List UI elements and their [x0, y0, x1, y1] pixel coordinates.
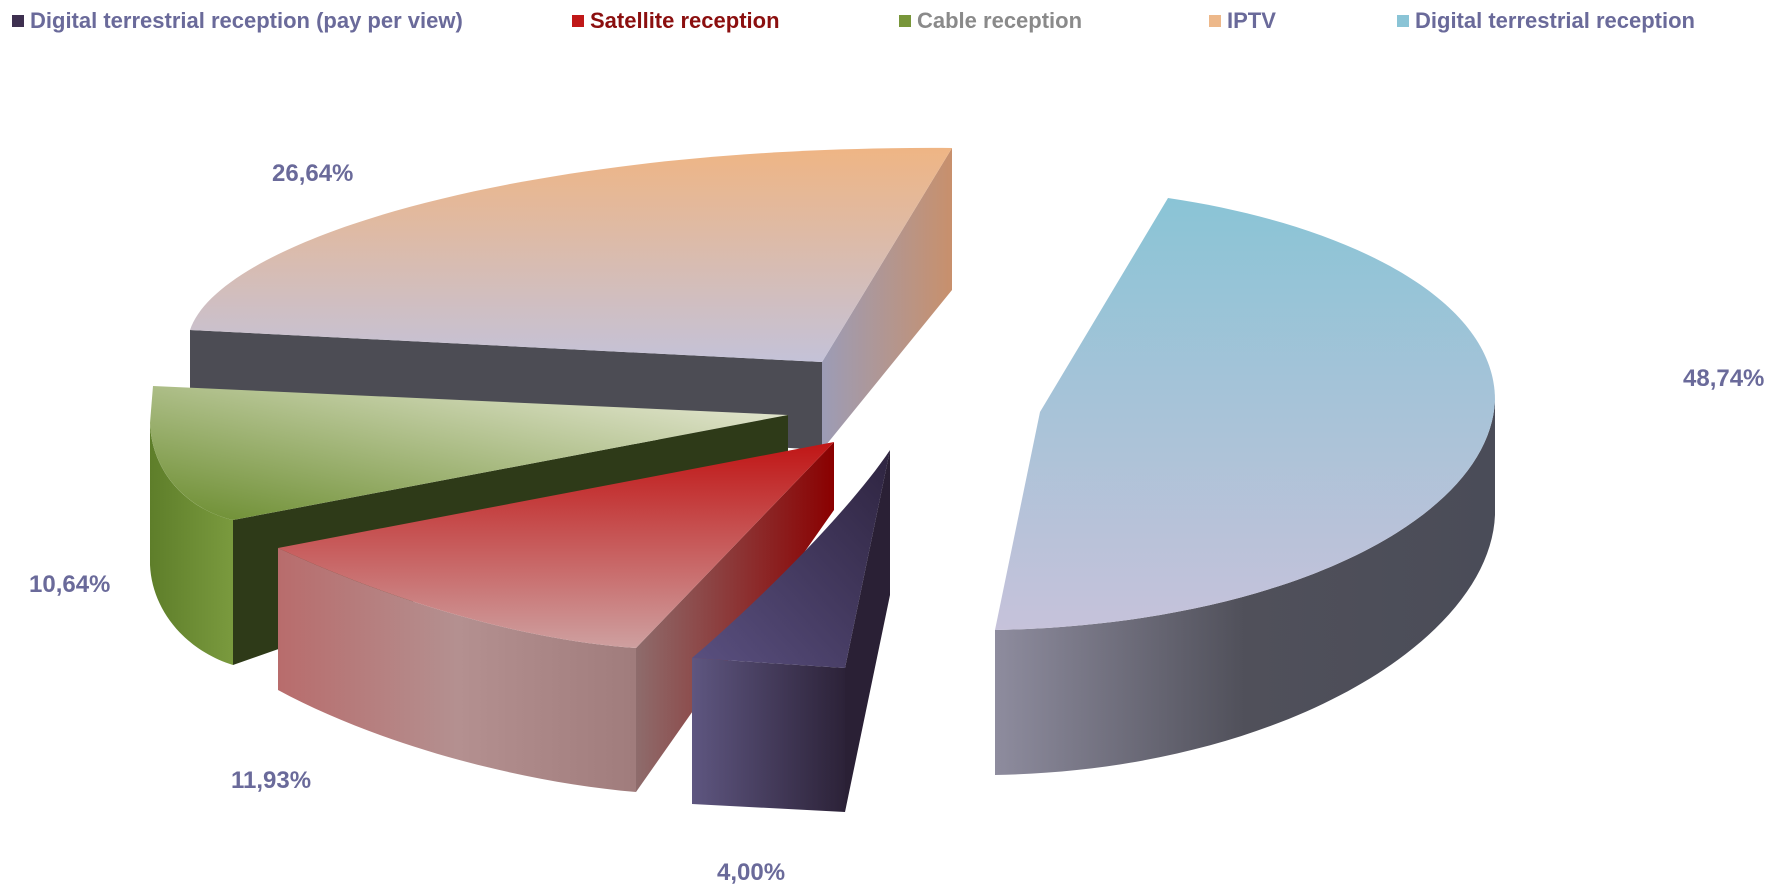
data-label-iptv: 26,64%	[272, 160, 353, 187]
slice-digital-terrestrial-top	[995, 198, 1495, 630]
legend-label: Cable reception	[917, 8, 1083, 33]
legend-label: Satellite reception	[590, 8, 780, 33]
legend-item-4: Digital terrestrial reception	[1397, 8, 1695, 34]
legend-item-2: Cable reception	[899, 8, 1082, 34]
slice-digital-terrestrial-side	[995, 400, 1495, 775]
slice-satellite	[278, 442, 834, 792]
slice-satellite-side	[278, 548, 636, 792]
legend: Digital terrestrial reception (pay per v…	[12, 8, 1772, 38]
slice-satellite-top	[278, 442, 834, 648]
legend-swatch	[899, 15, 911, 27]
slice-digital-terrestrial-ppv	[692, 450, 890, 812]
data-label-satellite: 11,93%	[231, 767, 311, 794]
slice-digital-terrestrial	[995, 198, 1495, 775]
slice-iptv-top	[190, 147, 952, 362]
slice-ppv-cut	[845, 450, 890, 812]
slice-ppv-top	[692, 450, 890, 668]
legend-swatch	[572, 15, 584, 27]
legend-item-3: IPTV	[1209, 8, 1276, 34]
data-label-cable: 10,64%	[29, 571, 110, 598]
legend-label: IPTV	[1227, 8, 1276, 33]
legend-label: Digital terrestrial reception (pay per v…	[30, 8, 463, 33]
legend-swatch	[1209, 15, 1221, 27]
slice-ppv-side	[692, 658, 845, 812]
data-label-digital-terrestrial: 48,74%	[1683, 365, 1764, 392]
legend-label: Digital terrestrial reception	[1415, 8, 1695, 33]
data-label-digital-terrestrial-ppv: 4,00%	[717, 859, 785, 885]
slice-satellite-cut	[636, 442, 834, 792]
legend-item-0: Digital terrestrial reception (pay per v…	[12, 8, 463, 34]
legend-swatch	[12, 15, 24, 27]
slice-cable-side	[150, 423, 233, 665]
slice-iptv-cut	[822, 148, 952, 450]
slice-cable-top	[150, 386, 788, 520]
legend-item-1: Satellite reception	[572, 8, 780, 34]
legend-swatch	[1397, 15, 1409, 27]
